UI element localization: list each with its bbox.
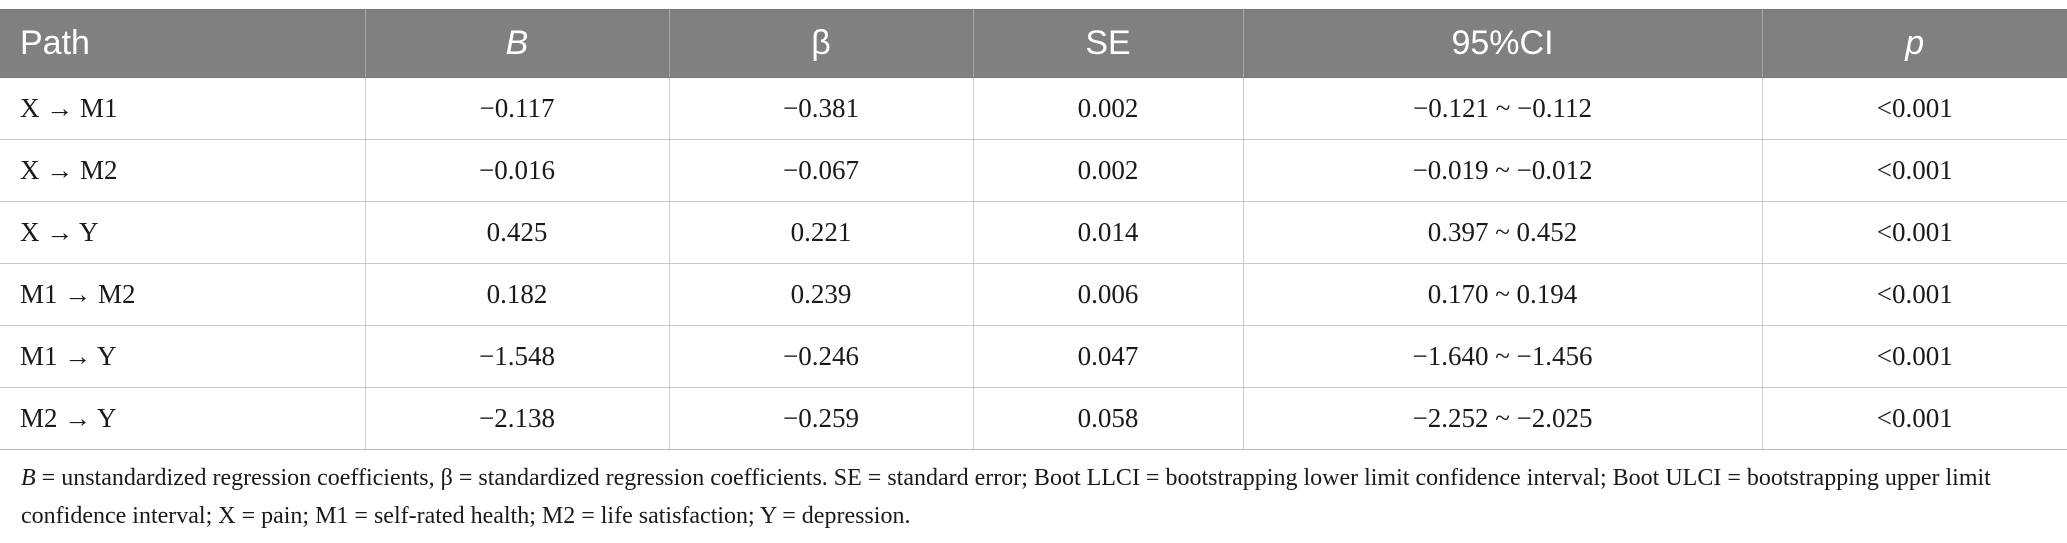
cell-b: 0.182: [364, 263, 670, 326]
cell-se: 0.002: [972, 139, 1244, 202]
cell-p: <0.001: [1761, 139, 2067, 202]
footnote-text: = unstandardized regression coefficients…: [21, 465, 1991, 529]
header-p: p: [1761, 9, 2067, 78]
table-body: X → M1 −0.117 −0.381 0.002 −0.121 ~ −0.1…: [0, 77, 2067, 450]
cell-p: <0.001: [1761, 387, 2067, 450]
cell-se: 0.002: [972, 77, 1244, 140]
cell-path: X → M2: [0, 139, 366, 202]
cell-ci: −2.252 ~ −2.025: [1242, 387, 1763, 450]
cell-se: 0.014: [972, 201, 1244, 264]
regression-paths-table: Path B β SE 95%CI p X → M1 −0.117 −0.381…: [0, 9, 2067, 450]
cell-beta: 0.221: [668, 201, 974, 264]
cell-path: X → Y: [0, 201, 366, 264]
cell-beta: 0.239: [668, 263, 974, 326]
cell-beta: −0.381: [668, 77, 974, 140]
header-b: B: [364, 9, 670, 78]
cell-ci: 0.397 ~ 0.452: [1242, 201, 1763, 264]
table-header: Path B β SE 95%CI p: [0, 9, 2067, 78]
cell-b: −0.016: [364, 139, 670, 202]
cell-b: −0.117: [364, 77, 670, 140]
table-row: M1 → Y −1.548 −0.246 0.047 −1.640 ~ −1.4…: [0, 325, 2067, 388]
cell-beta: −0.259: [668, 387, 974, 450]
cell-ci: −0.019 ~ −0.012: [1242, 139, 1763, 202]
cell-se: 0.047: [972, 325, 1244, 388]
cell-path: X → M1: [0, 77, 366, 140]
cell-path: M2 → Y: [0, 387, 366, 450]
header-se: SE: [972, 9, 1244, 78]
cell-p: <0.001: [1761, 325, 2067, 388]
table-row: M1 → M2 0.182 0.239 0.006 0.170 ~ 0.194 …: [0, 263, 2067, 326]
table-footnote: B = unstandardized regression coefficien…: [21, 459, 2041, 535]
table-row: M2 → Y −2.138 −0.259 0.058 −2.252 ~ −2.0…: [0, 387, 2067, 450]
cell-b: −1.548: [364, 325, 670, 388]
cell-path: M1 → Y: [0, 325, 366, 388]
header-path: Path: [0, 9, 366, 78]
table-row: X → Y 0.425 0.221 0.014 0.397 ~ 0.452 <0…: [0, 201, 2067, 264]
cell-path: M1 → M2: [0, 263, 366, 326]
cell-b: −2.138: [364, 387, 670, 450]
cell-beta: −0.067: [668, 139, 974, 202]
table-row: X → M1 −0.117 −0.381 0.002 −0.121 ~ −0.1…: [0, 77, 2067, 140]
header-beta: β: [668, 9, 974, 78]
header-ci: 95%CI: [1242, 9, 1763, 78]
cell-b: 0.425: [364, 201, 670, 264]
cell-ci: 0.170 ~ 0.194: [1242, 263, 1763, 326]
cell-se: 0.006: [972, 263, 1244, 326]
cell-ci: −0.121 ~ −0.112: [1242, 77, 1763, 140]
regression-table-container: Path B β SE 95%CI p X → M1 −0.117 −0.381…: [0, 9, 2067, 450]
cell-se: 0.058: [972, 387, 1244, 450]
cell-ci: −1.640 ~ −1.456: [1242, 325, 1763, 388]
cell-beta: −0.246: [668, 325, 974, 388]
table-row: X → M2 −0.016 −0.067 0.002 −0.019 ~ −0.0…: [0, 139, 2067, 202]
cell-p: <0.001: [1761, 77, 2067, 140]
cell-p: <0.001: [1761, 263, 2067, 326]
cell-p: <0.001: [1761, 201, 2067, 264]
footnote-b-symbol: B: [21, 465, 36, 491]
header-row: Path B β SE 95%CI p: [0, 9, 2067, 78]
